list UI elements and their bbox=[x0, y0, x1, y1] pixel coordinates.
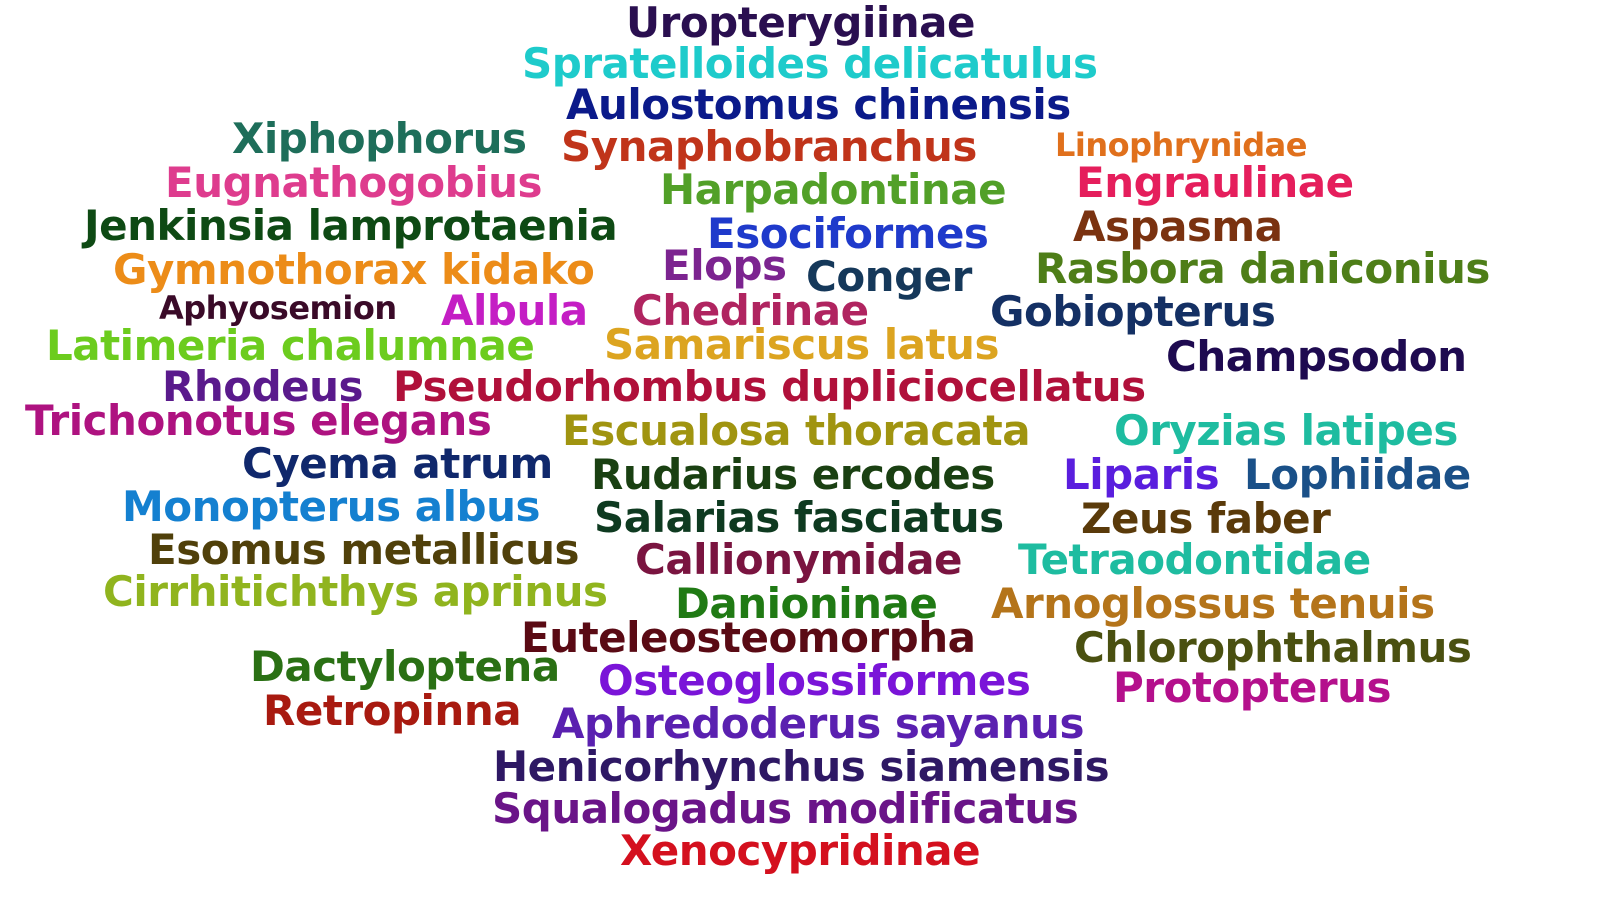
word-engraulinae: Engraulinae bbox=[1076, 158, 1354, 207]
word-chedrinae: Chedrinae bbox=[632, 286, 869, 335]
word-trichonotus-elegans: Trichonotus elegans bbox=[25, 396, 492, 445]
word-synaphobranchus: Synaphobranchus bbox=[561, 122, 977, 171]
word-jenkinsia-lamprotaenia: Jenkinsia lamprotaenia bbox=[84, 201, 618, 250]
word-cyema-atrum: Cyema atrum bbox=[242, 439, 553, 488]
word-aphredoderus-sayanus: Aphredoderus sayanus bbox=[552, 699, 1084, 748]
word-albula: Albula bbox=[441, 286, 588, 335]
word-osteoglossiformes: Osteoglossiformes bbox=[598, 656, 1031, 705]
word-aulostomus-chinensis: Aulostomus chinensis bbox=[566, 80, 1071, 129]
word-zeus-faber: Zeus faber bbox=[1081, 494, 1331, 543]
word-danioninae: Danioninae bbox=[675, 579, 938, 628]
word-spratelloides-delicatulus: Spratelloides delicatulus bbox=[522, 39, 1098, 88]
word-dactyloptena: Dactyloptena bbox=[250, 642, 560, 691]
word-rudarius-ercodes: Rudarius ercodes bbox=[591, 450, 995, 499]
word-uropterygiinae: Uropterygiinae bbox=[626, 0, 975, 47]
word-xiphophorus: Xiphophorus bbox=[232, 114, 527, 163]
word-conger: Conger bbox=[806, 252, 972, 301]
word-euteleosteomorpha: Euteleosteomorpha bbox=[521, 613, 976, 662]
word-retropinna: Retropinna bbox=[263, 686, 522, 735]
word-tetraodontidae: Tetraodontidae bbox=[1018, 535, 1371, 584]
word-harpadontinae: Harpadontinae bbox=[660, 165, 1007, 214]
word-elops: Elops bbox=[662, 241, 787, 290]
word-salarias-fasciatus: Salarias fasciatus bbox=[594, 493, 1004, 542]
word-monopterus-albus: Monopterus albus bbox=[122, 482, 540, 531]
word-champsodon: Champsodon bbox=[1166, 332, 1467, 381]
word-esomus-metallicus: Esomus metallicus bbox=[148, 525, 579, 574]
word-squalogadus-modificatus: Squalogadus modificatus bbox=[492, 784, 1079, 833]
word-xenocypridinae: Xenocypridinae bbox=[620, 826, 981, 875]
word-esociformes: Esociformes bbox=[707, 209, 989, 258]
word-rhodeus: Rhodeus bbox=[162, 362, 364, 411]
word-aphyosemion: Aphyosemion bbox=[159, 289, 397, 327]
word-arnoglossus-tenuis: Arnoglossus tenuis bbox=[991, 579, 1435, 628]
word-escualosa-thoracata: Escualosa thoracata bbox=[562, 406, 1031, 455]
word-gymnothorax-kidako: Gymnothorax kidako bbox=[113, 245, 595, 294]
word-rasbora-daniconius: Rasbora daniconius bbox=[1035, 244, 1490, 293]
word-henicorhynchus-siamensis: Henicorhynchus siamensis bbox=[493, 742, 1110, 791]
word-callionymidae: Callionymidae bbox=[635, 535, 963, 584]
word-gobiopterus: Gobiopterus bbox=[990, 287, 1276, 336]
word-latimeria-chalumnae: Latimeria chalumnae bbox=[46, 321, 535, 370]
word-lophiidae: Lophiidae bbox=[1244, 450, 1471, 499]
word-linophrynidae: Linophrynidae bbox=[1055, 126, 1307, 164]
word-chlorophthalmus: Chlorophthalmus bbox=[1074, 623, 1472, 672]
word-cirrhitichthys-aprinus: Cirrhitichthys aprinus bbox=[103, 567, 608, 616]
word-pseudorhombus-dupliciocellatus: Pseudorhombus dupliciocellatus bbox=[393, 362, 1146, 411]
word-samariscus-latus: Samariscus latus bbox=[604, 320, 999, 369]
word-aspasma: Aspasma bbox=[1073, 202, 1283, 251]
word-protopterus: Protopterus bbox=[1113, 663, 1392, 712]
word-oryzias-latipes: Oryzias latipes bbox=[1114, 406, 1458, 455]
word-eugnathogobius: Eugnathogobius bbox=[165, 158, 543, 207]
word-liparis: Liparis bbox=[1063, 450, 1220, 499]
